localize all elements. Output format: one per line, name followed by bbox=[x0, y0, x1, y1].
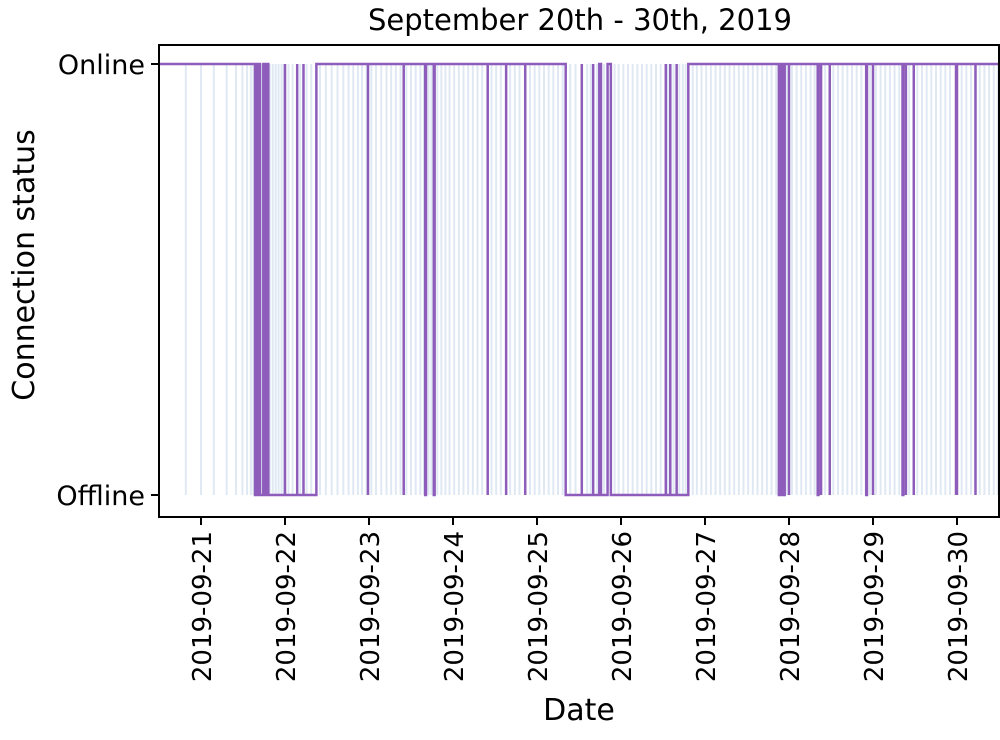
x-tick-label: 2019-09-22 bbox=[272, 531, 302, 682]
y-tick-label: Online bbox=[58, 50, 145, 81]
y-axis-label: Connection status bbox=[7, 129, 42, 400]
x-tick-label: 2019-09-29 bbox=[860, 531, 890, 682]
x-tick-label: 2019-09-26 bbox=[608, 531, 638, 682]
measurement-bands bbox=[184, 64, 999, 495]
x-axis: 2019-09-21 2019-09-22 2019-09-23 2019-09-24… bbox=[188, 517, 974, 682]
x-axis-label: Date bbox=[543, 693, 615, 728]
series-layer bbox=[159, 62, 999, 497]
x-tick-label: 2019-09-27 bbox=[692, 531, 722, 682]
x-tick-label: 2019-09-28 bbox=[776, 531, 806, 682]
y-tick-label: Offline bbox=[56, 481, 145, 512]
chart-title: September 20th - 30th, 2019 bbox=[368, 3, 792, 37]
x-tick-label: 2019-09-23 bbox=[356, 531, 386, 682]
y-axis: Offline Online bbox=[56, 50, 159, 512]
x-tick-label: 2019-09-30 bbox=[944, 531, 974, 682]
x-tick-label: 2019-09-24 bbox=[440, 531, 470, 682]
x-tick-label: 2019-09-25 bbox=[524, 531, 554, 682]
plot-frame bbox=[158, 44, 1000, 518]
connection-status-line bbox=[159, 62, 999, 497]
x-tick-label: 2019-09-21 bbox=[188, 531, 218, 682]
